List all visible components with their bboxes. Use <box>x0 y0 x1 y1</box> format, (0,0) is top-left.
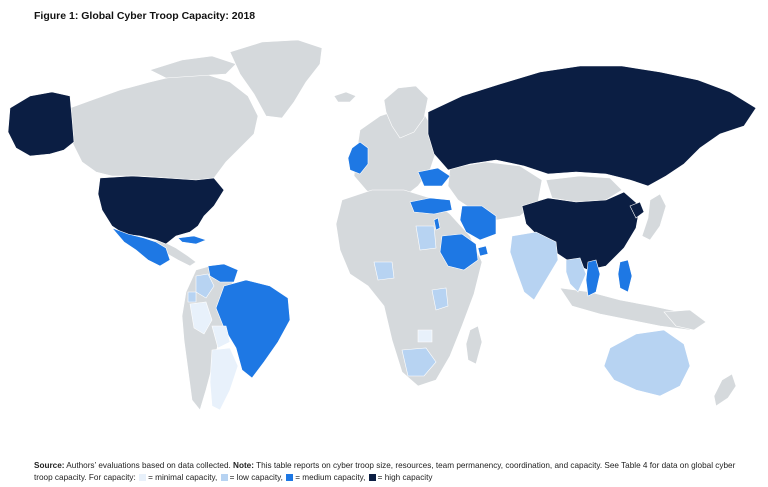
source-text: Authors’ evaluations based on data colle… <box>64 461 234 470</box>
legend-label-low: = low capacity, <box>229 473 283 482</box>
legend-swatch-low <box>220 474 228 481</box>
region-australia <box>603 329 691 397</box>
region-vietnam <box>585 259 601 297</box>
region-kenya <box>431 287 449 311</box>
legend-swatch-medium <box>286 474 294 481</box>
region-iran <box>459 205 497 241</box>
region-central-asia <box>447 161 543 221</box>
region-greenland <box>229 39 323 119</box>
region-united-kingdom <box>347 141 369 175</box>
region-israel <box>433 217 441 231</box>
region-turkey <box>409 197 453 215</box>
region-ecuador <box>187 291 197 303</box>
region-new-zealand <box>713 373 737 407</box>
region-peru <box>189 301 213 335</box>
region-uae <box>477 245 489 257</box>
region-madagascar <box>465 325 483 365</box>
region-mongolia <box>545 175 623 203</box>
legend-label-high: = high capacity <box>377 473 433 482</box>
legend-label-minimal: = minimal capacity, <box>148 473 218 482</box>
note-text: This table reports on cyber troop size, … <box>34 461 736 482</box>
region-bolivia <box>211 325 231 349</box>
source-label: Source: <box>34 461 65 470</box>
figure-title: Figure 1: Global Cyber Troop Capacity: 2… <box>34 10 256 22</box>
region-scandinavia <box>383 85 429 139</box>
region-ukraine <box>417 167 451 187</box>
region-mexico <box>111 227 171 267</box>
region-india <box>509 231 559 301</box>
legend-swatch-high <box>368 474 376 481</box>
region-cuba <box>177 235 207 245</box>
legend-label-medium: = medium capacity, <box>295 473 366 482</box>
region-egypt <box>415 225 437 251</box>
figure-caption: Source: Authors’ evaluations based on da… <box>34 460 754 484</box>
region-png <box>663 309 707 331</box>
region-colombia <box>195 273 215 299</box>
region-arctic-islands <box>149 55 237 79</box>
region-japan <box>641 193 667 241</box>
region-venezuela <box>207 263 239 283</box>
region-nigeria <box>373 261 395 281</box>
region-philippines <box>617 259 633 293</box>
region-iceland <box>333 91 357 103</box>
region-argentina <box>209 347 239 411</box>
region-canada <box>69 73 259 181</box>
region-thailand <box>565 257 587 293</box>
note-label: Note: <box>233 461 254 470</box>
region-zimbabwe <box>417 329 433 343</box>
region-south-africa <box>401 347 437 377</box>
region-russia <box>427 65 757 187</box>
region-alaska <box>7 91 75 157</box>
world-map <box>0 30 768 450</box>
region-united-states <box>97 175 225 245</box>
region-saudi-arabia <box>439 233 479 271</box>
legend-swatch-minimal <box>139 474 147 481</box>
region-north-korea <box>629 201 645 219</box>
